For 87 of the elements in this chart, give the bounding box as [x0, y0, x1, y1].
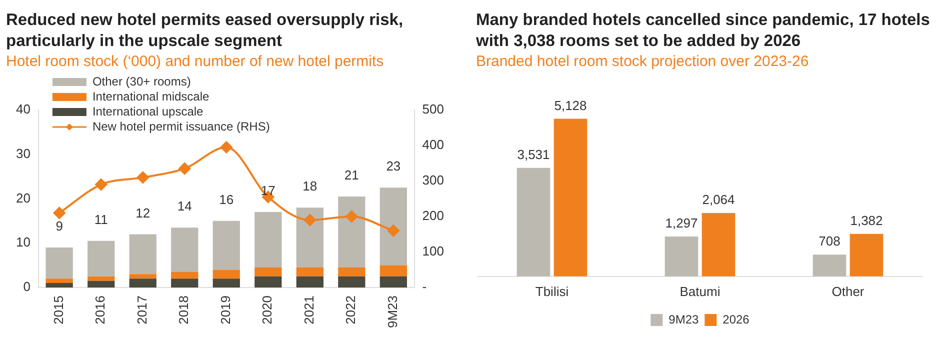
x-tick-label: 2018: [176, 295, 192, 324]
legend-label: New hotel permit issuance (RHS): [92, 119, 270, 134]
bar: [88, 276, 115, 281]
y-tick-label: 10: [16, 234, 30, 250]
x-tick-label: 2015: [50, 295, 66, 324]
y2-tick-label: 300: [422, 172, 444, 188]
x-tick-label: 2020: [260, 295, 275, 324]
bar: [254, 276, 282, 288]
x-tick-label: 2016: [92, 295, 108, 324]
y-tick-label: 20: [16, 190, 30, 206]
total-label: 9: [56, 218, 63, 234]
bar: [129, 274, 156, 279]
y-tick-label: 30: [16, 146, 30, 161]
total-label: 18: [302, 178, 318, 194]
y-tick-label: 40: [16, 102, 30, 117]
bar: [664, 236, 698, 276]
bar: [212, 220, 240, 270]
point: [95, 178, 108, 191]
total-label: 12: [136, 205, 150, 220]
data-label: 1,382: [850, 213, 883, 228]
y2-tick-label: -: [422, 279, 427, 294]
bar: [812, 254, 846, 276]
x-tick-label: 2019: [218, 295, 233, 324]
x-tick-label: 9M23: [385, 295, 400, 328]
bar: [254, 212, 282, 268]
bar: [88, 240, 115, 276]
bar: [88, 280, 115, 288]
point: [53, 206, 66, 219]
chart-title: Many branded hotels cancelled since pandemic, 17 hotels with 3,038 rooms set to be added by 2026: [476, 10, 931, 52]
point: [346, 210, 358, 222]
y-tick-label: 0: [23, 279, 30, 294]
y2-tick-label: 200: [422, 208, 444, 224]
data-label: 708: [818, 234, 840, 249]
y2-tick-label: 500: [422, 102, 444, 117]
x-tick-label: Batumi: [680, 284, 720, 299]
bar: [338, 268, 366, 276]
total-label: 16: [219, 192, 234, 208]
data-label: 3,531: [517, 146, 550, 162]
bar: [296, 208, 324, 268]
bar: [254, 268, 282, 276]
bar: [380, 276, 407, 288]
legend-label: International midscale: [92, 89, 210, 104]
bar: [296, 276, 324, 288]
bar: [171, 228, 198, 272]
chart-title: Reduced new hotel permits eased oversupply risk, particularly in the upscale segment: [6, 10, 404, 52]
bar: [338, 196, 366, 268]
bar: [516, 168, 550, 276]
bar: [338, 276, 366, 288]
y2-tick-label: 400: [422, 137, 444, 152]
x-tick-label: 2017: [134, 295, 150, 324]
data-label: 5,128: [554, 98, 587, 113]
bar: [380, 188, 407, 266]
bar: [212, 270, 240, 279]
point: [178, 162, 191, 175]
bar: [850, 234, 884, 276]
x-tick-label: Other: [832, 284, 865, 299]
bar: [702, 212, 736, 276]
bar: [380, 265, 407, 276]
point: [387, 224, 400, 237]
bar: [296, 268, 324, 276]
point: [304, 214, 316, 226]
x-tick-label: Tbilisi: [535, 284, 569, 299]
point: [136, 171, 149, 184]
legend-label: International upscale: [92, 104, 204, 118]
data-label: 2,064: [702, 192, 735, 208]
bar: [46, 283, 73, 288]
bar: [554, 118, 588, 276]
y2-tick-label: 100: [422, 244, 444, 259]
data-label: 1,297: [665, 216, 698, 231]
bar: [212, 278, 240, 288]
total-label: 14: [177, 198, 192, 214]
total-label: 21: [344, 168, 359, 183]
x-tick-label: 2021: [301, 295, 316, 324]
chart-subtitle: Hotel room stock (‘000) and number of new hotel permits: [6, 53, 385, 70]
bar: [171, 278, 198, 288]
bar: [46, 248, 73, 279]
bar: [171, 272, 198, 279]
bar: [129, 234, 156, 274]
legend-label: 2026: [722, 312, 750, 326]
bar: [46, 278, 73, 284]
total-label: 23: [386, 158, 401, 174]
legend-label: Other (30+ rooms): [92, 74, 191, 88]
point: [220, 141, 232, 154]
bar: [129, 278, 156, 288]
x-tick-label: 2022: [343, 295, 358, 324]
total-label: 11: [94, 212, 108, 227]
chart-subtitle: Branded hotel room stock projection over 2023-26: [476, 53, 810, 70]
